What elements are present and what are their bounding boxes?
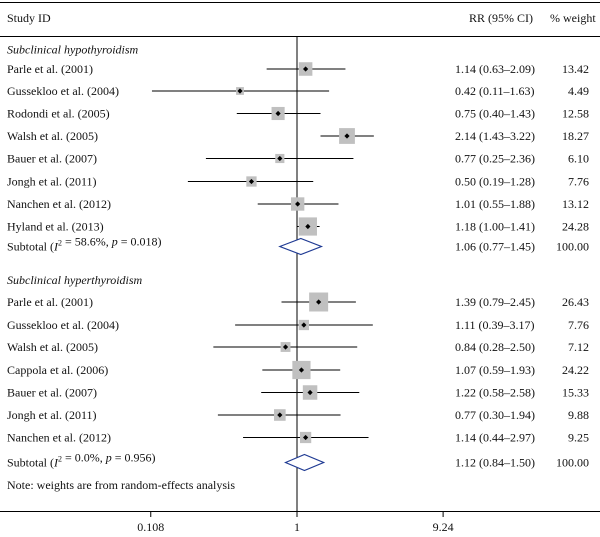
study-label: Parle et al. (2001)	[7, 62, 93, 76]
weight-text: 12.58	[562, 107, 589, 121]
summary-diamond	[278, 237, 324, 256]
weight-text: 24.28	[562, 220, 589, 234]
study-label: Gussekloo et al. (2004)	[7, 84, 119, 98]
ci-text: 1.01 (0.55–1.88)	[455, 197, 535, 211]
point-estimate	[307, 389, 313, 396]
study-label: Gussekloo et al. (2004)	[7, 318, 119, 332]
subtotal-row: Subtotal (I2 = 58.6%, p = 0.018) 1.06 (0.…	[7, 235, 589, 256]
weight-text: 24.22	[562, 363, 589, 377]
point-estimate	[305, 223, 311, 230]
study-row: Rodondi et al. (2005) 0.75 (0.40–1.43) 12.…	[7, 107, 589, 121]
study-row: Bauer et al. (2007) 0.77 (0.25–2.36) 6.10	[7, 152, 589, 166]
weight-text: 6.10	[568, 152, 589, 166]
study-row: Jongh et al. (2011) 0.50 (0.19–1.28) 7.76	[7, 175, 589, 189]
footnote: Note: weights are from random-effects an…	[7, 478, 235, 492]
point-estimate	[248, 178, 255, 185]
study-label: Nanchen et al. (2012)	[7, 197, 111, 211]
header-rr: RR (95% CI)	[469, 11, 533, 25]
subtotal-row: Subtotal (I2 = 0.0%, p = 0.956) 1.12 (0.8…	[7, 451, 589, 472]
study-row: Walsh et al. (2005) 0.84 (0.28–2.50) 7.12	[7, 340, 589, 354]
ci-text: 0.50 (0.19–1.28)	[455, 175, 535, 189]
point-estimate	[277, 412, 283, 418]
x-tick-label: 9.24	[433, 520, 454, 534]
ci-text: 1.18 (1.00–1.41)	[455, 220, 535, 234]
weight-text: 13.42	[562, 62, 589, 76]
subtotal-ci-text: 1.12 (0.84–1.50)	[455, 456, 535, 470]
frame	[0, 2, 600, 512]
point-estimate	[275, 110, 281, 117]
study-label: Walsh et al. (2005)	[7, 340, 98, 354]
point-estimate	[298, 367, 305, 373]
summary-diamond	[284, 453, 326, 472]
study-row: Cappola et al. (2006) 1.07 (0.59–1.93) 24.…	[7, 360, 589, 380]
study-row: Parle et al. (2001) 1.14 (0.63–2.09) 13.42	[7, 62, 589, 76]
weight-text: 9.88	[568, 408, 589, 422]
group-heading: Subclinical hypothyroidism	[7, 43, 139, 57]
header-row: Study ID RR (95% CI) % weight	[7, 11, 596, 25]
subtotal-weight-text: 100.00	[556, 456, 589, 470]
ci-text: 2.14 (1.43–3.22)	[455, 129, 535, 143]
point-estimate	[237, 88, 243, 94]
weight-text: 7.76	[568, 318, 589, 332]
header-study: Study ID	[7, 11, 51, 25]
study-label: Jongh et al. (2011)	[7, 408, 97, 422]
study-row: Hyland et al. (2013) 1.18 (1.00–1.41) 24.2…	[7, 217, 589, 236]
point-estimate	[316, 299, 322, 305]
x-tick-label: 0.108	[137, 520, 164, 534]
point-estimate	[295, 201, 301, 207]
study-label: Hyland et al. (2013)	[7, 220, 104, 234]
point-estimate	[344, 133, 350, 139]
ci-text: 1.11 (0.39–3.17)	[455, 318, 535, 332]
study-label: Walsh et al. (2005)	[7, 129, 98, 143]
header-weight: % weight	[550, 11, 596, 25]
point-estimate	[301, 322, 307, 328]
weight-text: 7.12	[568, 340, 589, 354]
study-label: Bauer et al. (2007)	[7, 152, 97, 166]
study-row: Nanchen et al. (2012) 1.01 (0.55–1.88) 13.…	[7, 197, 589, 211]
weight-text: 26.43	[562, 295, 589, 309]
x-axis: 0.108 1 9.24	[137, 511, 454, 534]
ci-text: 0.75 (0.40–1.43)	[455, 107, 535, 121]
study-row: Nanchen et al. (2012) 1.14 (0.44–2.97) 9.2…	[7, 431, 589, 445]
point-estimate	[277, 155, 283, 162]
study-row: Bauer et al. (2007) 1.22 (0.58–2.58) 15.33	[7, 385, 589, 400]
study-label: Cappola et al. (2006)	[7, 363, 108, 377]
subtotal-label: Subtotal (I2 = 0.0%, p = 0.956)	[7, 451, 156, 470]
subtotal-label: Subtotal (I2 = 58.6%, p = 0.018)	[7, 235, 162, 254]
point-estimate	[303, 66, 309, 72]
x-tick-label: 1	[294, 520, 300, 534]
weight-text: 7.76	[568, 175, 589, 189]
ci-text: 0.84 (0.28–2.50)	[455, 340, 535, 354]
study-label: Jongh et al. (2011)	[7, 175, 97, 189]
study-label: Rodondi et al. (2005)	[7, 107, 110, 121]
study-label: Parle et al. (2001)	[7, 295, 93, 309]
group-heading: Subclinical hyperthyroidism	[7, 273, 143, 287]
ci-text: 0.77 (0.30–1.94)	[455, 408, 535, 422]
study-row: Jongh et al. (2011) 0.77 (0.30–1.94) 9.88	[7, 408, 589, 422]
weight-text: 18.27	[562, 129, 589, 143]
ci-text: 1.22 (0.58–2.58)	[455, 386, 535, 400]
ci-text: 1.39 (0.79–2.45)	[455, 295, 535, 309]
study-row: Gussekloo et al. (2004) 1.11 (0.39–3.17) 7…	[7, 318, 589, 332]
point-estimate	[303, 434, 309, 441]
subtotal-ci-text: 1.06 (0.77–1.45)	[455, 240, 535, 254]
weight-text: 4.49	[568, 84, 589, 98]
study-rows: Subclinical hypothyroidism Parle et al. (…	[7, 43, 589, 472]
subtotal-weight-text: 100.00	[556, 240, 589, 254]
weight-text: 9.25	[568, 431, 589, 445]
ci-text: 1.14 (0.44–2.97)	[455, 431, 535, 445]
study-row: Parle et al. (2001) 1.39 (0.79–2.45) 26.43	[7, 292, 589, 312]
study-label: Bauer et al. (2007)	[7, 386, 97, 400]
ci-text: 1.14 (0.63–2.09)	[455, 62, 535, 76]
weight-text: 13.12	[562, 197, 589, 211]
ci-text: 0.42 (0.11–1.63)	[455, 84, 535, 98]
point-estimate	[282, 344, 289, 350]
study-label: Nanchen et al. (2012)	[7, 431, 111, 445]
ci-text: 0.77 (0.25–2.36)	[455, 152, 535, 166]
study-row: Walsh et al. (2005) 2.14 (1.43–3.22) 18.27	[7, 128, 589, 144]
weight-text: 15.33	[562, 386, 589, 400]
study-row: Gussekloo et al. (2004) 0.42 (0.11–1.63) 4…	[7, 84, 589, 98]
ci-text: 1.07 (0.59–1.93)	[455, 363, 535, 377]
